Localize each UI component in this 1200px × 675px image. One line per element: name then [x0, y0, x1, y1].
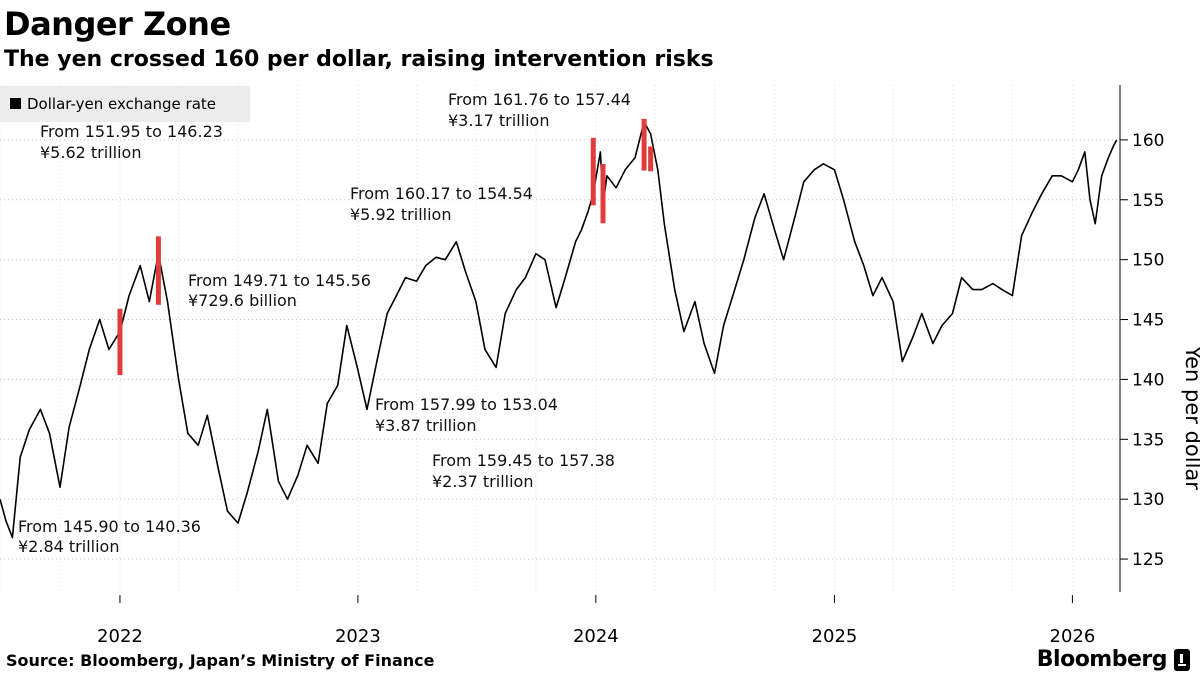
- x-tick-label: 2024: [573, 626, 619, 645]
- annotation-5-range: From 157.99 to 153.04: [375, 395, 558, 414]
- legend: Dollar-yen exchange rate: [0, 86, 250, 122]
- intervention-marker-5: [641, 118, 647, 171]
- annotation-1-amount: ¥2.84 trillion: [18, 537, 119, 556]
- annotation-6-range: From 159.45 to 157.38: [432, 451, 615, 470]
- intervention-marker-6: [648, 146, 654, 172]
- y-tick-label: 125: [1132, 550, 1164, 570]
- y-tick-label: 135: [1132, 430, 1164, 450]
- annotation-2-amount: ¥5.62 trillion: [40, 143, 141, 162]
- annotation-6-amount: ¥2.37 trillion: [432, 472, 533, 491]
- annotation-3-amount: ¥729.6 billion: [188, 291, 297, 310]
- intervention-layer: [117, 118, 654, 376]
- annotation-2-range: From 151.95 to 146.23: [40, 122, 223, 141]
- source-note: Source: Bloomberg, Japan’s Ministry of F…: [6, 651, 435, 670]
- y-tick-label: 140: [1132, 370, 1164, 390]
- chart-subtitle: The yen crossed 160 per dollar, raising …: [4, 47, 714, 72]
- annotation-4-range: From 160.17 to 154.54: [350, 184, 533, 203]
- annotation-7-range: From 161.76 to 157.44: [448, 90, 631, 109]
- annotation-intervention-4: From 160.17 to 154.54 ¥5.92 trillion: [350, 184, 533, 224]
- y-tick-label: 160: [1132, 131, 1164, 151]
- intervention-marker-1: [117, 308, 123, 376]
- brand-logo: Bloomberg: [1037, 646, 1190, 674]
- annotation-intervention-6: From 159.45 to 157.38 ¥2.37 trillion: [432, 451, 615, 491]
- x-tick-label: 2026: [1050, 626, 1096, 645]
- y-tick-label: 145: [1132, 311, 1164, 331]
- series-line-dollar-yen: [0, 121, 1118, 539]
- bloomberg-terminal-icon: [1174, 649, 1190, 671]
- annotation-intervention-7: From 161.76 to 157.44 ¥3.17 trillion: [448, 90, 631, 130]
- legend-background: [0, 86, 250, 122]
- x-tick-label: 2025: [812, 626, 858, 645]
- y-tick-label: 150: [1132, 251, 1164, 271]
- x-tick-label: 2022: [97, 626, 143, 645]
- y-axis-label: Yen per dollar: [1181, 345, 1200, 490]
- legend-label: Dollar-yen exchange rate: [27, 95, 216, 113]
- y-tick-label: 155: [1132, 191, 1164, 211]
- x-tick-label: 2023: [335, 626, 381, 645]
- annotations: From 145.90 to 140.36 ¥2.84 trillion Fro…: [18, 90, 631, 556]
- gridlines: [0, 85, 1120, 592]
- x-axis: 2022 2023 2024 2025 2026: [97, 595, 1095, 645]
- intervention-marker-2: [155, 236, 161, 305]
- intervention-marker-3: [590, 137, 596, 206]
- annotation-1-range: From 145.90 to 140.36: [18, 517, 201, 536]
- annotation-intervention-5: From 157.99 to 153.04 ¥3.87 trillion: [375, 395, 558, 435]
- intervention-marker-4: [600, 163, 606, 224]
- series-layer: [0, 121, 1118, 539]
- brand-name: Bloomberg: [1036, 647, 1168, 672]
- legend-swatch: [10, 98, 21, 109]
- annotation-intervention-2: From 151.95 to 146.23 ¥5.62 trillion: [40, 122, 223, 162]
- annotation-7-amount: ¥3.17 trillion: [448, 111, 549, 130]
- annotation-intervention-3: From 149.71 to 145.56 ¥729.6 billion: [188, 271, 371, 310]
- line-chart: Dollar-yen exchange rate 125 130 135 140 145…: [0, 85, 1200, 645]
- chart-title: Danger Zone: [4, 5, 231, 43]
- annotation-intervention-1: From 145.90 to 140.36 ¥2.84 trillion: [18, 517, 201, 556]
- annotation-5-amount: ¥3.87 trillion: [375, 416, 476, 435]
- annotation-3-range: From 149.71 to 145.56: [188, 271, 371, 290]
- y-tick-label: 130: [1132, 490, 1164, 510]
- annotation-4-amount: ¥5.92 trillion: [350, 205, 451, 224]
- y-axis: 125 130 135 140 145 150 155 160: [1119, 85, 1164, 592]
